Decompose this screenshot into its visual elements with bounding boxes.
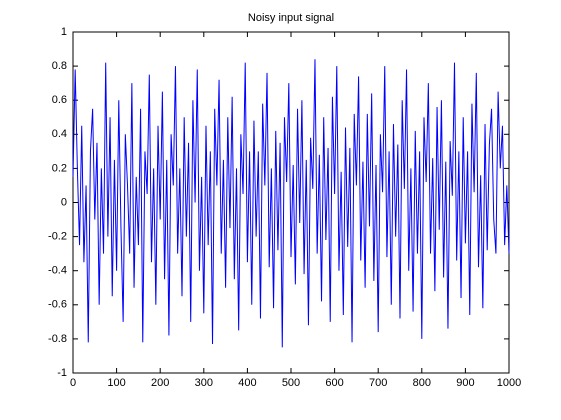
x-tick-label: 600 <box>325 377 343 389</box>
y-tick-label: 0 <box>61 196 67 208</box>
axes-box <box>72 31 510 374</box>
y-tick-label: 0.2 <box>52 162 67 174</box>
x-tick-label: 300 <box>195 377 213 389</box>
x-tick-label: 200 <box>151 377 169 389</box>
y-tick-label: -0.6 <box>48 299 67 311</box>
chart-title: Noisy input signal <box>248 12 334 24</box>
x-tick-label: 1000 <box>497 377 521 389</box>
y-tick-label: -0.2 <box>48 231 67 243</box>
x-tick-label: 100 <box>107 377 125 389</box>
x-tick-label: 800 <box>413 377 431 389</box>
y-tick-label: 0.4 <box>52 128 67 140</box>
x-tick-label: 500 <box>282 377 300 389</box>
y-tick-label: 0.8 <box>52 60 67 72</box>
x-tick-label: 700 <box>369 377 387 389</box>
y-tick-label: -0.4 <box>48 265 67 277</box>
y-tick-label: -1 <box>57 367 67 379</box>
signal-line <box>72 59 510 348</box>
x-tick-label: 0 <box>70 377 76 389</box>
y-tick-label: -0.8 <box>48 333 67 345</box>
y-tick-label: 0.6 <box>52 94 67 106</box>
y-tick-label: 1 <box>61 26 67 38</box>
x-tick-label: 400 <box>238 377 256 389</box>
x-tick-label: 900 <box>456 377 474 389</box>
